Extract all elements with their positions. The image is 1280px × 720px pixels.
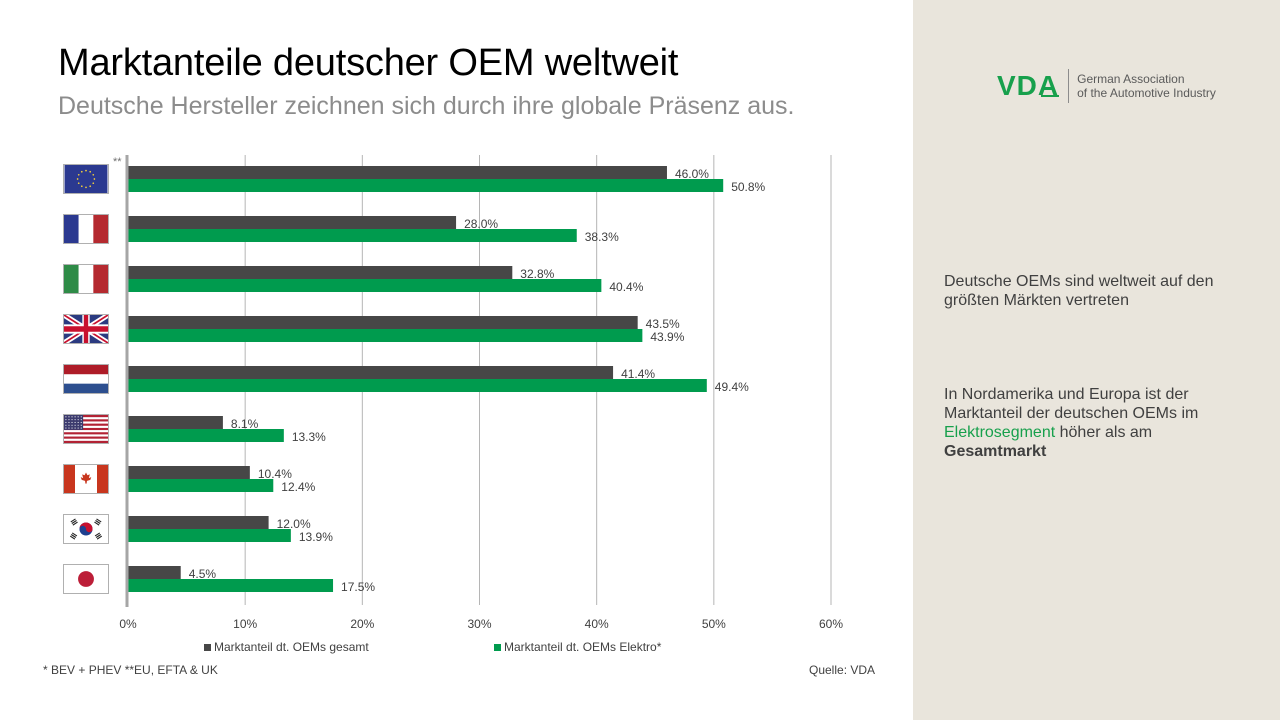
chart-canvas: 0% 10% 20% 30% 40% 50% 60% 46.0% 50.8% 28.0% 38.3%…	[119, 155, 843, 631]
slide-subtitle: Deutsche Hersteller zeichnen sich durch …	[58, 92, 795, 120]
data-label-gesamt: 8.1%	[231, 417, 259, 431]
logo-text-line1: German Association	[1077, 72, 1185, 86]
flag-usa-icon	[63, 414, 109, 444]
data-label-elektro: 43.9%	[650, 330, 684, 344]
flag-canada-icon	[63, 464, 109, 494]
data-label-elektro: 50.8%	[731, 180, 765, 194]
legend-label-gesamt: Marktanteil dt. OEMs gesamt	[214, 640, 369, 654]
legend-swatch-gesamt	[204, 643, 211, 651]
vda-logo-mark: VDA	[997, 70, 1060, 102]
logo-divider	[1068, 69, 1070, 103]
bar-elektro	[128, 279, 602, 292]
legend-label-elektro: Marktanteil dt. OEMs Elektro*	[504, 640, 662, 654]
data-label-gesamt: 10.4%	[258, 467, 292, 481]
data-label-elektro: 13.9%	[299, 530, 333, 544]
bar-elektro	[128, 529, 291, 542]
flag-italy-icon	[63, 264, 109, 294]
x-tick-label: 60%	[819, 617, 843, 631]
bar-gesamt	[128, 316, 638, 329]
bar-elektro	[128, 579, 334, 592]
data-label-elektro: 38.3%	[585, 230, 619, 244]
data-label-gesamt: 12.0%	[277, 517, 311, 531]
data-label-gesamt: 43.5%	[646, 317, 680, 331]
x-tick-label: 20%	[350, 617, 374, 631]
legend-item-elektro: Marktanteil dt. OEMs Elektro*	[494, 640, 661, 654]
key-message-2-bold: Gesamtmarkt	[944, 443, 1047, 460]
bar-gesamt	[128, 266, 513, 279]
bar-elektro	[128, 429, 284, 442]
bar-elektro	[128, 329, 643, 342]
data-label-gesamt: 46.0%	[675, 167, 709, 181]
flag-uk-icon	[63, 314, 109, 344]
data-label-elektro: 13.3%	[292, 430, 326, 444]
data-label-elektro: 17.5%	[341, 580, 375, 594]
x-tick-label: 0%	[119, 617, 137, 631]
side-panel: VDA German Association of the Automotive…	[913, 0, 1280, 720]
data-label-elektro: 40.4%	[609, 280, 643, 294]
bar-gesamt	[128, 566, 181, 579]
key-message-2-part1: In Nordamerika und Europa ist der Markta…	[944, 386, 1199, 422]
logo-accent-line	[1041, 95, 1060, 97]
bar-elektro	[128, 179, 724, 192]
bar-elektro	[128, 229, 577, 242]
data-label-gesamt: 41.4%	[621, 367, 655, 381]
bar-gesamt	[128, 516, 269, 529]
x-tick-label: 10%	[233, 617, 257, 631]
slide-title: Marktanteile deutscher OEM weltweit	[58, 42, 679, 84]
data-label-gesamt: 32.8%	[520, 267, 554, 281]
data-label-gesamt: 4.5%	[189, 567, 217, 581]
data-label-elektro: 12.4%	[281, 480, 315, 494]
flag-south-korea-icon	[63, 514, 109, 544]
bar-gesamt	[128, 366, 614, 379]
flag-france-icon	[63, 214, 109, 244]
source-note: Quelle: VDA	[809, 663, 876, 677]
logo-text: German Association of the Automotive Ind…	[1077, 72, 1216, 100]
legend-item-gesamt: Marktanteil dt. OEMs gesamt	[204, 640, 369, 654]
bar-elektro	[128, 379, 707, 392]
bar-gesamt	[128, 416, 223, 429]
eu-footnote-marker: **	[113, 156, 122, 168]
bar-gesamt	[128, 216, 457, 229]
data-label-elektro: 49.4%	[715, 380, 749, 394]
x-tick-label: 40%	[585, 617, 609, 631]
flag-eu-icon	[63, 164, 109, 194]
bar-gesamt	[128, 466, 250, 479]
x-tick-label: 50%	[702, 617, 726, 631]
key-message-2-part2: höher als am	[1055, 424, 1153, 441]
data-label-gesamt: 28.0%	[464, 217, 498, 231]
bar-chart: 0% 10% 20% 30% 40% 50% 60% 46.0% 50.8% 28.0% 38.3%…	[63, 155, 843, 654]
key-message-2-highlight: Elektrosegment	[944, 424, 1056, 441]
logo-text-line2: of the Automotive Industry	[1077, 86, 1216, 100]
flag-netherlands-icon	[63, 364, 109, 394]
vda-logo: VDA German Association of the Automotive…	[997, 68, 1216, 104]
key-message-1: Deutsche OEMs sind weltweit auf den größ…	[944, 273, 1214, 309]
x-tick-label: 30%	[467, 617, 491, 631]
bar-elektro	[128, 479, 274, 492]
flag-japan-icon	[63, 564, 109, 594]
bar-gesamt	[128, 166, 667, 179]
legend-swatch-elektro	[494, 643, 501, 651]
footnote: * BEV + PHEV **EU, EFTA & UK	[43, 663, 218, 677]
key-message-2: In Nordamerika und Europa ist der Markta…	[944, 385, 1244, 461]
